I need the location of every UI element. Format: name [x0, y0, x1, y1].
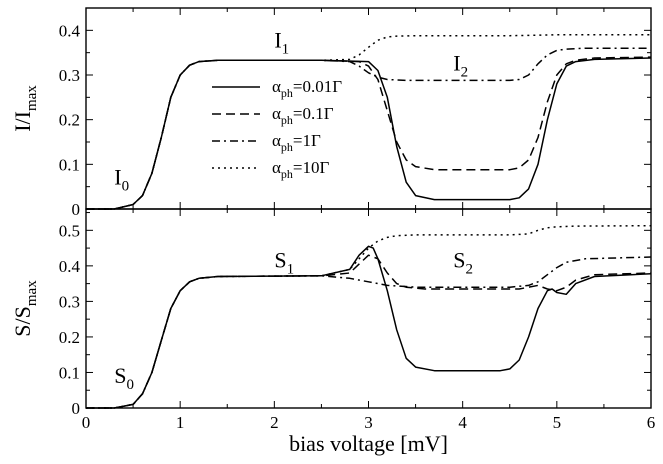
bottom-annotation-S2: S2	[453, 248, 473, 278]
bottom-x-tick-label: 1	[176, 413, 185, 432]
top-series-line-dotted	[86, 34, 651, 210]
top-series-line-dashdot	[86, 47, 651, 210]
top-series-line-solid	[86, 57, 652, 210]
bottom-series-line-solid	[86, 245, 652, 409]
bottom-y-tick-label: 0.3	[59, 292, 80, 311]
top-annotation-I0: I0	[114, 164, 129, 194]
bottom-series-line-dotted	[86, 224, 652, 409]
top-y-tick-label: 0	[72, 200, 81, 219]
x-axis-label: bias voltage [mV]	[289, 431, 448, 456]
bottom-annotation-S0: S0	[114, 363, 134, 393]
bottom-annotation-S1: S1	[274, 248, 294, 278]
legend-label-dashdot: αph=1Γ	[272, 131, 321, 154]
top-panel: 00.10.20.30.4I/ImaxI0I1I2αph=0.01Γαph=0.…	[10, 7, 652, 219]
bottom-series-line-dashed	[86, 254, 652, 409]
top-annotation-I2: I2	[453, 51, 468, 81]
bottom-y-axis-label: S/Smax	[10, 280, 40, 337]
legend-label-solid: αph=0.01Γ	[272, 77, 342, 100]
bottom-x-tick-label: 0	[82, 413, 91, 432]
bottom-panel: 0 1 2 3 4 5 6 0 0.1 0.2 0.3 0.4 0.5 S/Smax bias voltag…	[10, 208, 656, 456]
top-series-line-dashed	[86, 56, 652, 210]
bottom-series-line-dashdot	[86, 256, 652, 409]
legend-label-dashed: αph=0.1Γ	[272, 104, 334, 127]
bottom-y-tick-label: 0.5	[59, 221, 80, 240]
bottom-y-tick-label: 0.2	[59, 328, 80, 347]
bottom-x-tick-label: 3	[364, 413, 373, 432]
bottom-y-tick-label: 0.4	[59, 257, 81, 276]
top-y-tick-label: 0.4	[59, 21, 81, 40]
bottom-x-tick-label: 4	[458, 413, 467, 432]
top-y-axis-label: I/Imax	[10, 85, 40, 132]
bottom-x-tick-label: 2	[270, 413, 279, 432]
top-y-tick-label: 0.1	[59, 155, 80, 174]
bottom-y-tick-label: 0	[72, 399, 81, 418]
top-annotation-I1: I1	[274, 27, 289, 57]
bottom-x-tick-label: 6	[647, 413, 656, 432]
bottom-y-tick-label: 0.1	[59, 363, 80, 382]
bottom-x-tick-label: 5	[553, 413, 562, 432]
legend-label-dotted: αph=10Γ	[272, 158, 330, 181]
legend: αph=0.01Γ αph=0.1Γ αph=1Γ αph=10Γ	[212, 77, 342, 181]
top-plot-frame	[85, 7, 652, 210]
top-y-tick-label: 0.3	[59, 66, 80, 85]
top-y-tick-label: 0.2	[59, 111, 80, 130]
